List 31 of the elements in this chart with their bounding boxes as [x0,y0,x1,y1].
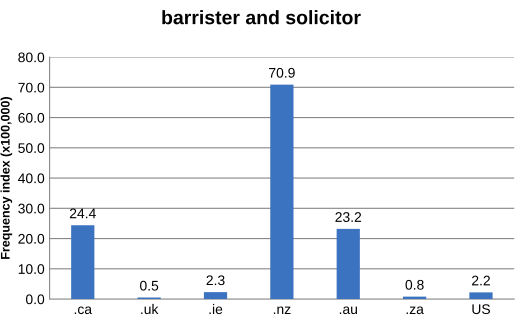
bar [403,296,426,300]
bar [336,228,360,300]
bar [71,225,94,300]
x-tick-label: .uk [141,304,158,314]
x-tick-label: .za [406,306,424,314]
x-tick-label: .nz [274,306,290,314]
y-axis-title: Frequency index (x100,000) [0,97,12,259]
bar [270,84,294,300]
y-tick-label: 50.0 [18,143,44,154]
bar [469,292,493,300]
data-label: 2.3 [206,275,225,286]
x-tick-label: .au [340,306,357,314]
y-tick-label: 80.0 [18,52,44,62]
y-tick-label: 10.0 [18,264,44,274]
chart-title: barrister and solicitor [162,10,361,24]
data-label: 2.2 [472,276,490,286]
y-tick-label: 20.0 [18,234,44,244]
data-label: 23.2 [335,212,362,222]
y-tick-label: 30.0 [18,204,44,214]
y-tick-label: 0.0 [26,294,44,304]
x-tick-label: .ie [209,304,222,314]
x-tick-label: US [472,304,490,314]
data-label: 24.4 [70,208,96,218]
data-label: 0.5 [140,280,158,291]
data-label: 70.9 [269,68,295,78]
y-tick-label: 40.0 [18,173,44,184]
y-tick-label: 60.0 [18,112,44,123]
y-tick-label: 70.0 [18,82,44,93]
bar [204,292,228,300]
data-label: 0.8 [406,280,424,290]
x-tick-label: .ca [74,306,92,314]
